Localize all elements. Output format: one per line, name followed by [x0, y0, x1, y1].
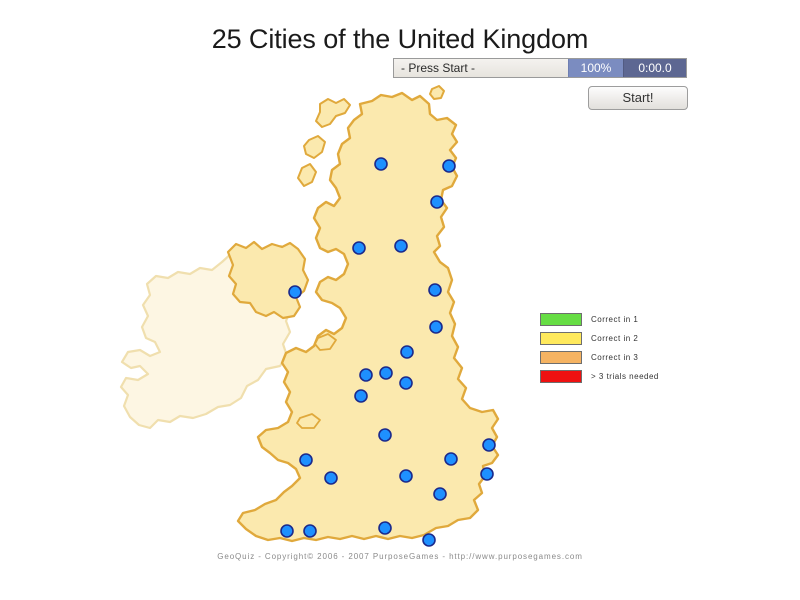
status-percent: 100%: [568, 59, 623, 77]
legend-correct-in-3: Correct in 3: [540, 348, 690, 367]
city-marker[interactable]: [324, 471, 338, 485]
legend-swatch-green: [540, 313, 582, 326]
city-marker[interactable]: [442, 159, 456, 173]
city-marker[interactable]: [378, 428, 392, 442]
city-marker[interactable]: [359, 368, 373, 382]
legend-label-correct-in-3: Correct in 3: [591, 353, 639, 362]
city-marker[interactable]: [280, 524, 294, 538]
start-button[interactable]: Start!: [588, 86, 688, 110]
copyright-footer: GeoQuiz - Copyright© 2006 - 2007 Purpose…: [217, 552, 583, 561]
legend-swatch-yellow: [540, 332, 582, 345]
city-marker[interactable]: [400, 345, 414, 359]
legend-swatch-orange: [540, 351, 582, 364]
city-marker[interactable]: [374, 157, 388, 171]
legend: Correct in 1 Correct in 2 Correct in 3 >…: [540, 310, 690, 386]
city-marker[interactable]: [378, 521, 392, 535]
status-timer: 0:00.0: [623, 59, 686, 77]
legend-swatch-red: [540, 370, 582, 383]
legend-more-than-3: > 3 trials needed: [540, 367, 690, 386]
city-marker[interactable]: [480, 467, 494, 481]
city-marker[interactable]: [482, 438, 496, 452]
city-marker[interactable]: [288, 285, 302, 299]
legend-label-correct-in-1: Correct in 1: [591, 315, 639, 324]
status-message: - Press Start -: [394, 59, 568, 77]
outer-hebrides-shape: [315, 98, 351, 128]
legend-label-more-than-3: > 3 trials needed: [591, 372, 659, 381]
anglesey-shape: [296, 413, 321, 429]
legend-correct-in-1: Correct in 1: [540, 310, 690, 329]
city-marker-group[interactable]: [280, 157, 496, 547]
city-marker[interactable]: [352, 241, 366, 255]
city-marker[interactable]: [444, 452, 458, 466]
city-marker[interactable]: [429, 320, 443, 334]
legend-label-correct-in-2: Correct in 2: [591, 334, 639, 343]
hebrides-island-2-shape: [303, 135, 326, 159]
city-marker[interactable]: [354, 389, 368, 403]
status-bar: - Press Start - 100% 0:00.0: [393, 58, 687, 78]
page-title: 25 Cities of the United Kingdom: [211, 24, 589, 54]
city-marker[interactable]: [399, 376, 413, 390]
city-marker[interactable]: [428, 283, 442, 297]
city-marker[interactable]: [379, 366, 393, 380]
city-marker[interactable]: [394, 239, 408, 253]
city-marker[interactable]: [433, 487, 447, 501]
city-marker[interactable]: [303, 524, 317, 538]
orkney-islands-shape: [429, 85, 445, 100]
legend-correct-in-2: Correct in 2: [540, 329, 690, 348]
hebrides-island-3-shape: [297, 163, 317, 187]
city-marker[interactable]: [399, 469, 413, 483]
city-marker[interactable]: [430, 195, 444, 209]
city-marker[interactable]: [422, 533, 436, 547]
isle-of-man-shape: [314, 333, 337, 351]
city-marker[interactable]: [299, 453, 313, 467]
